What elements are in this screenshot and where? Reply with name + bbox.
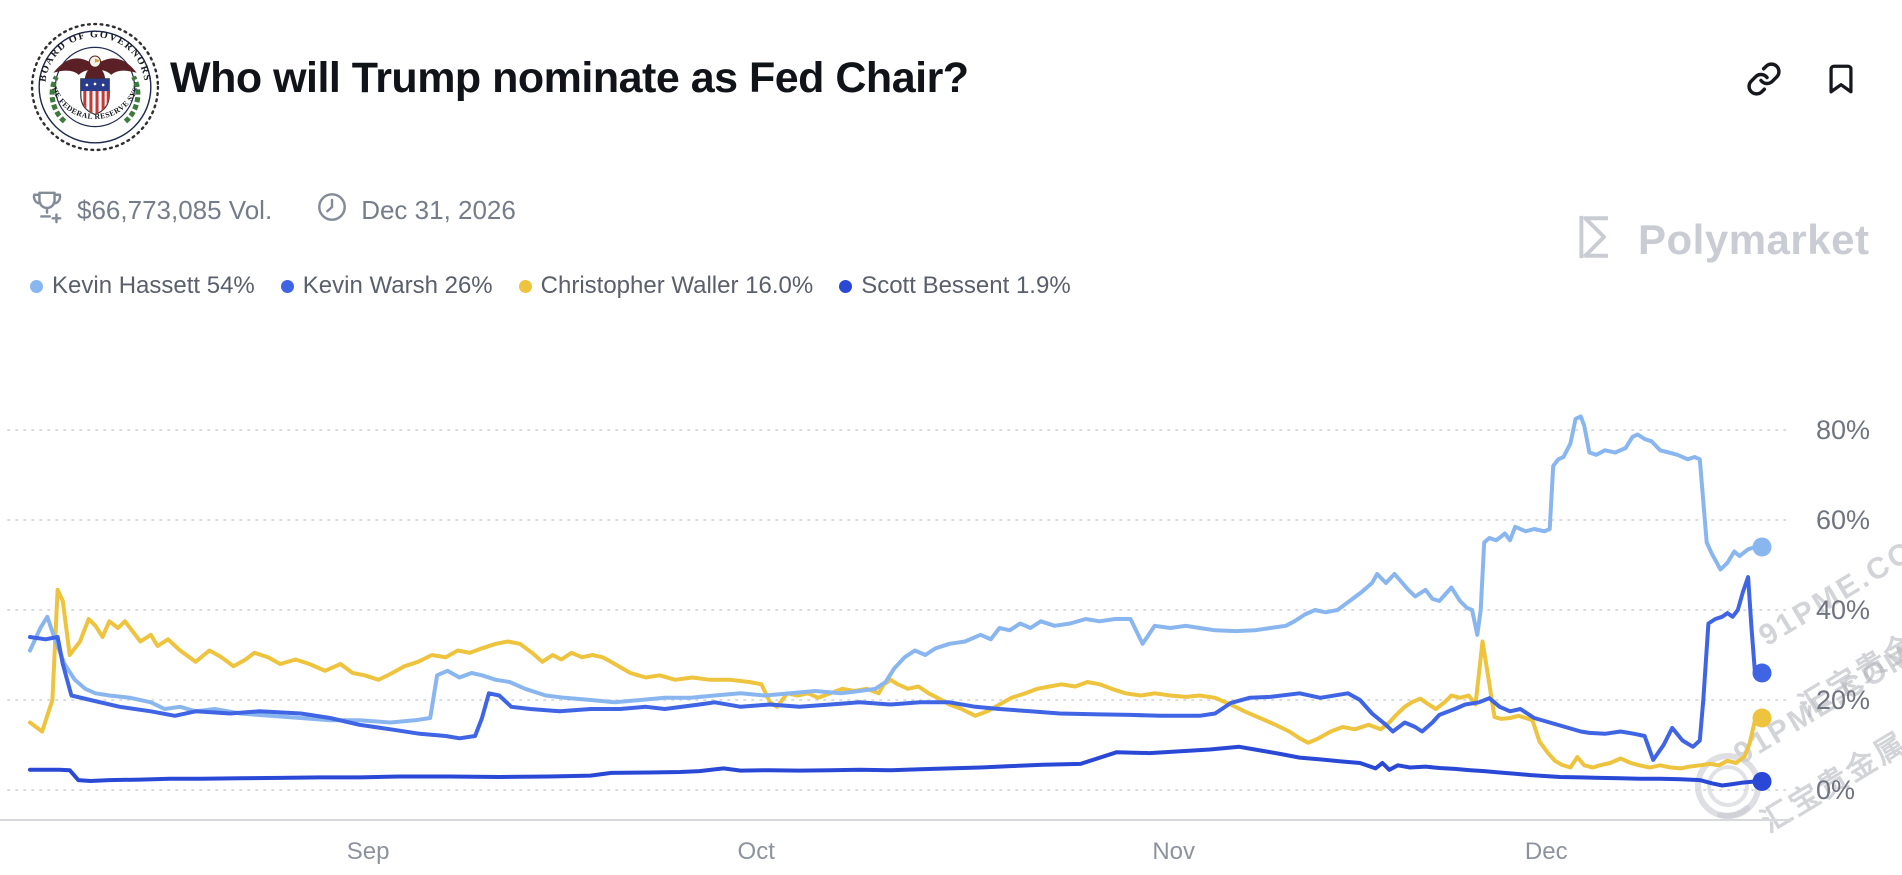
header-actions [1746,60,1858,98]
series-line-kevin-hassett [28,414,1757,725]
x-axis-tick-label: Oct [738,838,776,865]
legend-item-kevin-hassett[interactable]: Kevin Hassett 54% [30,272,255,300]
series-line-christopher-waller [28,587,1757,771]
legend-item-kevin-warsh[interactable]: Kevin Warsh 26% [280,272,493,300]
polymarket-brand-text: Polymarket [1638,215,1870,263]
y-axis-tick-label: 0% [1816,775,1855,805]
legend-label-scott-bessent: Scott Bessent 1.9% [861,272,1071,299]
x-axis-tick-label: Nov [1152,838,1195,865]
page-title: Who will Trump nominate as Fed Chair? [170,54,969,102]
legend-item-christopher-waller[interactable]: Christopher Waller 16.0% [518,272,814,300]
copy-link-icon[interactable] [1746,61,1782,97]
legend-label-christopher-waller: Christopher Waller 16.0% [540,272,814,299]
legend-item-scott-bessent[interactable]: Scott Bessent 1.9% [839,272,1071,300]
y-axis-tick-label: 20% [1816,685,1870,715]
legend-dot-kevin-warsh [280,279,294,293]
legend-label-kevin-hassett: Kevin Hassett 54% [52,272,255,299]
fed-seal-logo: BOARD OF GOVERNORS OF THE FEDERAL RESERV… [28,20,160,152]
y-axis-tick-label: 60% [1816,505,1870,535]
polymarket-logo-icon [1572,212,1622,267]
polymarket-brand-watermark: Polymarket [1572,212,1869,267]
x-axis-tick-label: Sep [347,838,390,865]
y-axis-tick-label: 40% [1816,595,1870,625]
volume-text: $66,773,085 Vol. [77,195,273,225]
chart-hover-area[interactable] [30,340,1787,820]
legend-dot-kevin-hassett [30,279,43,293]
clock-icon [316,191,348,230]
series-line-scott-bessent [28,744,1757,788]
trophy-plus-icon [30,188,64,233]
market-meta: $66,773,085 Vol. Dec 31, 2026 [30,188,516,233]
y-axis-tick-label: 80% [1816,415,1870,445]
legend-dot-christopher-waller [518,279,532,293]
bookmark-icon[interactable] [1824,60,1858,98]
end-date-text: Dec 31, 2026 [361,195,516,225]
chart-legend: Kevin Hassett 54% Kevin Warsh 26% Christ… [30,272,1071,300]
legend-dot-scott-bessent [839,279,853,293]
x-axis-tick-label: Dec [1525,838,1568,865]
series-line-kevin-warsh [28,575,1757,762]
legend-label-kevin-warsh: Kevin Warsh 26% [302,272,493,299]
